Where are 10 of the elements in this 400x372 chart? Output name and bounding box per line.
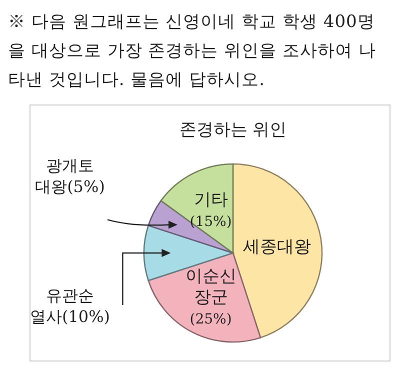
chart-title: 존경하는 위인 bbox=[179, 120, 287, 140]
slice-label: 기타 bbox=[194, 190, 228, 210]
chart-subtitle: ※ 다음 원그래프는 신영이네 학교 학생 400명을 대상으로 가장 존경하는 위인을 조사하여 나타낸 것입니다. 물음에 답하시오. bbox=[8, 11, 377, 92]
data-label: (25%) bbox=[190, 312, 232, 328]
slice-label: 세종대왕 bbox=[242, 237, 311, 258]
slice-label: 유관순 열사(10%) bbox=[30, 286, 110, 326]
data-label: (15%) bbox=[190, 214, 232, 230]
slice-label: 광개토 대왕(5%) bbox=[35, 156, 105, 196]
pie-slice bbox=[160, 163, 234, 254]
slice-label: 이순신 장군 bbox=[185, 266, 236, 308]
